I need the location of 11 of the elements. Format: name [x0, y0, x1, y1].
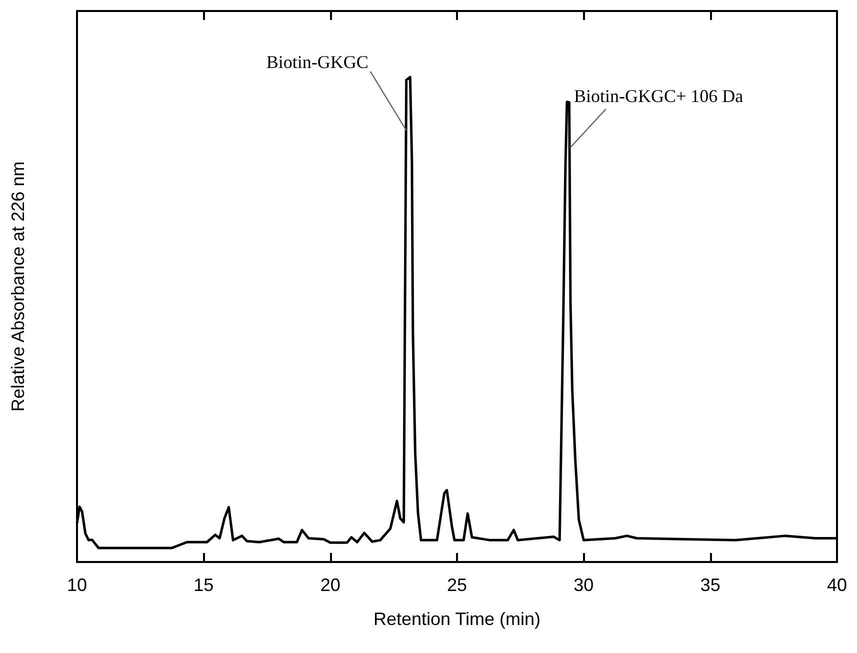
- annotation: Biotin-GKGC: [266, 52, 368, 74]
- x-tick-label: 10: [66, 575, 88, 595]
- x-tick-label: 25: [446, 575, 468, 595]
- annotation: Biotin-GKGC+ 106 Da: [574, 86, 744, 107]
- x-axis-title: Retention Time (min): [373, 609, 541, 629]
- x-tick-label: 20: [320, 575, 340, 595]
- y-axis-title: Relative Absorbance at 226 nm: [8, 161, 28, 412]
- x-tick-label: 15: [194, 575, 214, 595]
- x-tick-label: 30: [574, 575, 594, 595]
- x-tick-label: 35: [700, 575, 720, 595]
- x-tick-label: 40: [826, 575, 848, 595]
